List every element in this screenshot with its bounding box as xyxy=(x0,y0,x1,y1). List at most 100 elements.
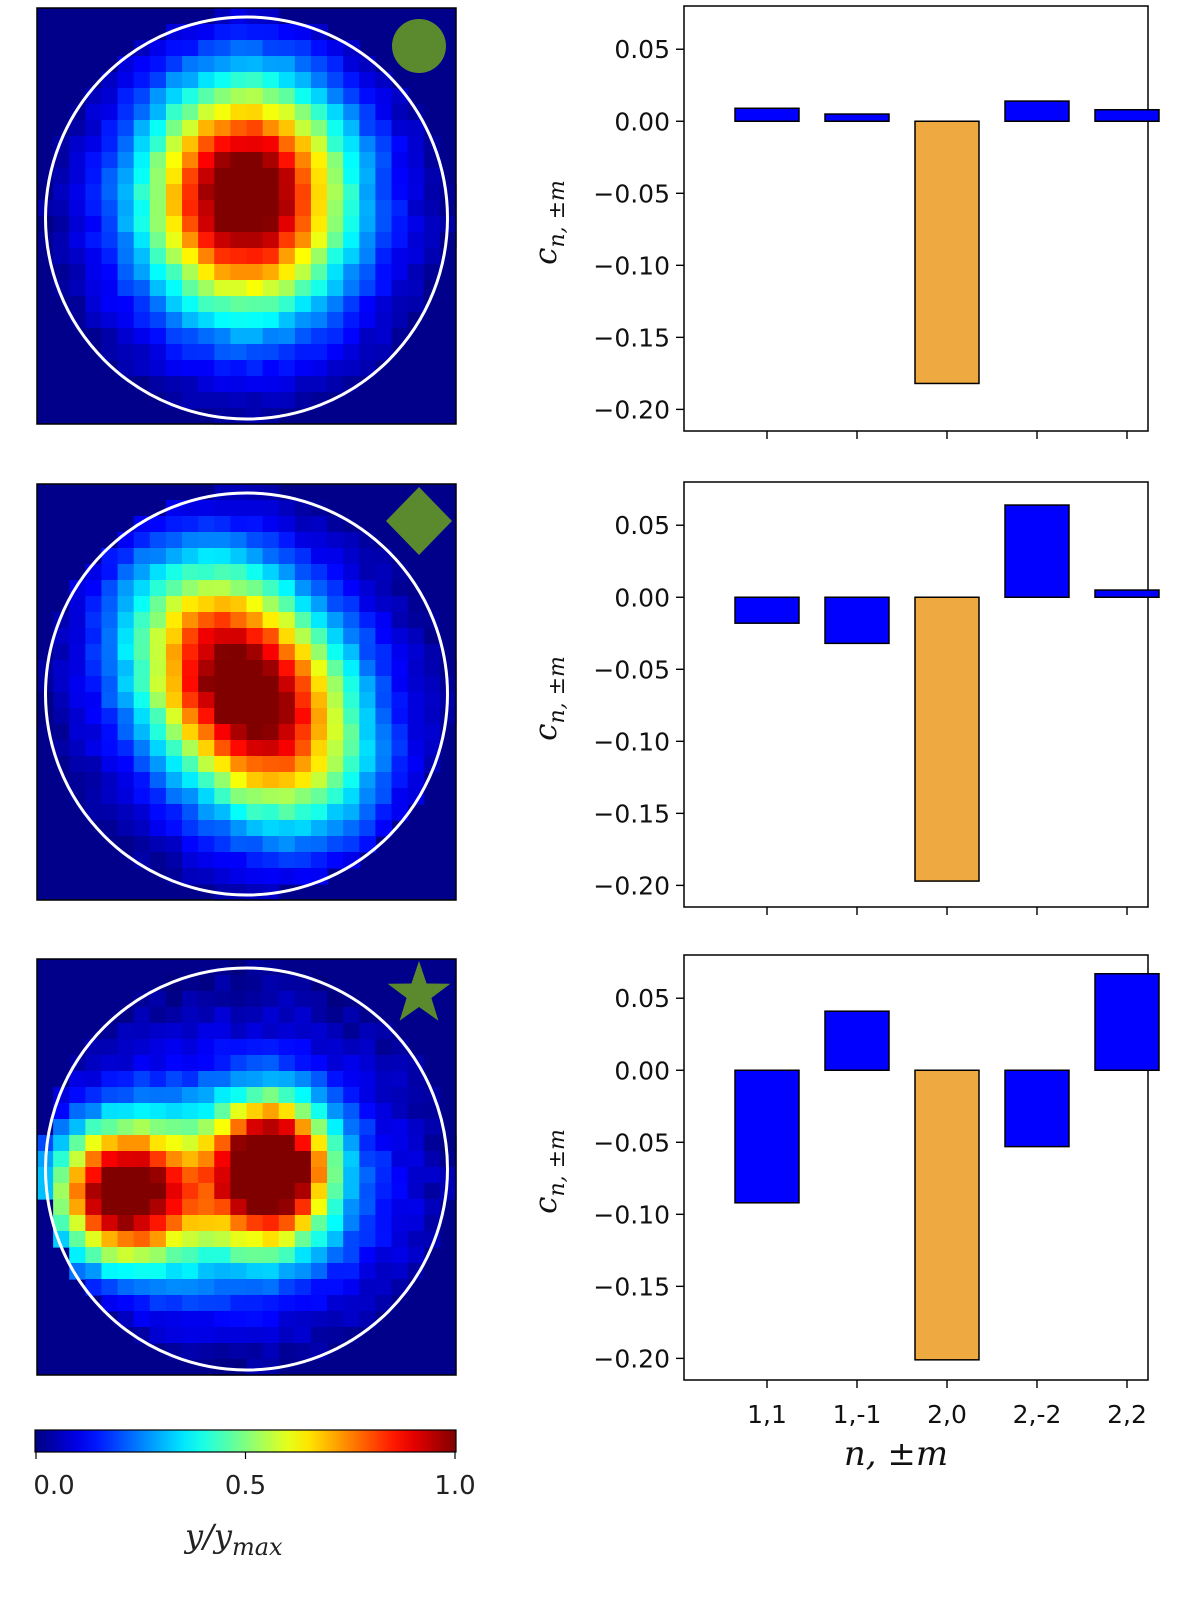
heatmap-cell xyxy=(343,1039,360,1056)
heatmap-cell xyxy=(53,644,70,661)
heatmap-cell xyxy=(101,1231,119,1248)
heatmap-cell xyxy=(246,868,264,885)
heatmap-cell xyxy=(182,1119,199,1136)
heatmap-cell xyxy=(53,1199,70,1216)
heatmap-cell xyxy=(149,1087,167,1104)
heatmap-cell xyxy=(423,216,441,233)
heatmap-cell xyxy=(262,264,280,281)
heatmap-cell xyxy=(327,376,344,393)
heatmap-cell xyxy=(262,804,280,821)
heatmap-cell xyxy=(294,1103,312,1120)
heatmap-cell xyxy=(182,580,199,597)
heatmap-cell xyxy=(294,756,312,773)
heatmap-cell xyxy=(53,1167,70,1184)
heatmap-cell xyxy=(165,1023,183,1040)
heatmap-cell xyxy=(327,740,344,757)
heatmap-cell xyxy=(133,756,151,773)
heatmap-cell xyxy=(69,152,86,169)
heatmap-cell xyxy=(117,1199,135,1216)
heatmap-cell xyxy=(230,312,248,329)
heatmap-cell xyxy=(359,756,377,773)
heatmap-cell xyxy=(230,168,248,185)
y-tick-label: −0.15 xyxy=(593,1272,670,1301)
heatmap-cell xyxy=(133,1231,151,1248)
heatmap-cell xyxy=(149,1279,167,1296)
bar-2_0 xyxy=(914,120,980,385)
heatmap-cell xyxy=(165,1279,183,1296)
heatmap-cell xyxy=(423,692,441,709)
heatmap-cell xyxy=(246,152,264,169)
heatmap-cell xyxy=(294,344,312,361)
heatmap-cell xyxy=(407,596,425,613)
heatmap-cell xyxy=(53,216,70,233)
heatmap-cell xyxy=(117,644,135,661)
heatmap-cell xyxy=(133,788,151,805)
heatmap-cell xyxy=(310,548,328,565)
y-tick-label: 0.05 xyxy=(614,35,670,64)
heatmap-cell xyxy=(294,740,312,757)
heatmap-cell xyxy=(359,200,377,217)
y-tick-label: −0.15 xyxy=(593,323,670,352)
heatmap-cell xyxy=(101,296,119,313)
heatmap-cell xyxy=(310,72,328,89)
heatmap-cell xyxy=(85,580,103,597)
heatmap-cell xyxy=(69,1215,86,1232)
heatmap-cell xyxy=(310,676,328,693)
heatmap-cell xyxy=(262,1327,280,1344)
heatmap-cell xyxy=(359,1071,377,1088)
heatmap-cell xyxy=(117,1119,135,1136)
heatmap-cell xyxy=(278,772,296,789)
heatmap-cell xyxy=(278,644,296,661)
heatmap-cell xyxy=(246,1135,264,1152)
heatmap-cell xyxy=(214,724,231,741)
heatmap-cell xyxy=(278,516,296,533)
bar-2_0 xyxy=(914,1069,980,1361)
heatmap-cell xyxy=(439,1135,457,1152)
heatmap-cell xyxy=(198,660,215,677)
heatmap-cell xyxy=(294,868,312,885)
heatmap-cell xyxy=(165,1135,183,1152)
heatmap-cell xyxy=(85,1183,103,1200)
heatmap-cell xyxy=(117,168,135,185)
heatmap-cell xyxy=(182,40,199,57)
heatmap-cell xyxy=(182,532,199,549)
heatmap-cell xyxy=(198,516,215,533)
heatmap-cell xyxy=(149,804,167,821)
heatmap-cell xyxy=(69,1071,86,1088)
heatmap-cell xyxy=(294,500,312,517)
heatmap-cell xyxy=(359,1087,377,1104)
heatmap-cell xyxy=(391,644,409,661)
heatmap-cell xyxy=(262,628,280,645)
heatmap-cell xyxy=(375,232,393,249)
heatmap-cell xyxy=(230,1087,248,1104)
heatmap-cell xyxy=(343,548,360,565)
heatmap-cell xyxy=(327,596,344,613)
heatmap-cell xyxy=(391,580,409,597)
heatmap-cell xyxy=(101,1295,119,1312)
heatmap-cell xyxy=(407,1135,425,1152)
heatmap-cell xyxy=(85,1087,103,1104)
heatmap-cell xyxy=(407,756,425,773)
heatmap-cell xyxy=(69,708,86,725)
heatmap-cell xyxy=(149,1007,167,1024)
heatmap-cell xyxy=(214,1199,231,1216)
heatmap-cell xyxy=(214,168,231,185)
heatmap-cell xyxy=(214,644,231,661)
heatmap-cell xyxy=(53,676,70,693)
heatmap-cell xyxy=(262,328,280,345)
heatmap-cell xyxy=(278,40,296,57)
heatmap-cell xyxy=(343,248,360,265)
heatmap-cell xyxy=(149,1247,167,1264)
heatmap-cell xyxy=(133,72,151,89)
heatmap-cell xyxy=(327,1231,344,1248)
heatmap-cell xyxy=(262,692,280,709)
heatmap-cell xyxy=(165,1247,183,1264)
heatmap-cell xyxy=(375,248,393,265)
heatmap-cell xyxy=(149,724,167,741)
heatmap-cell xyxy=(343,708,360,725)
colorbar-gradient xyxy=(34,1429,457,1453)
heatmap-cell xyxy=(310,40,328,57)
heatmap-cell xyxy=(69,1135,86,1152)
heatmap-cell xyxy=(230,1343,248,1360)
heatmap-cell xyxy=(149,376,167,393)
